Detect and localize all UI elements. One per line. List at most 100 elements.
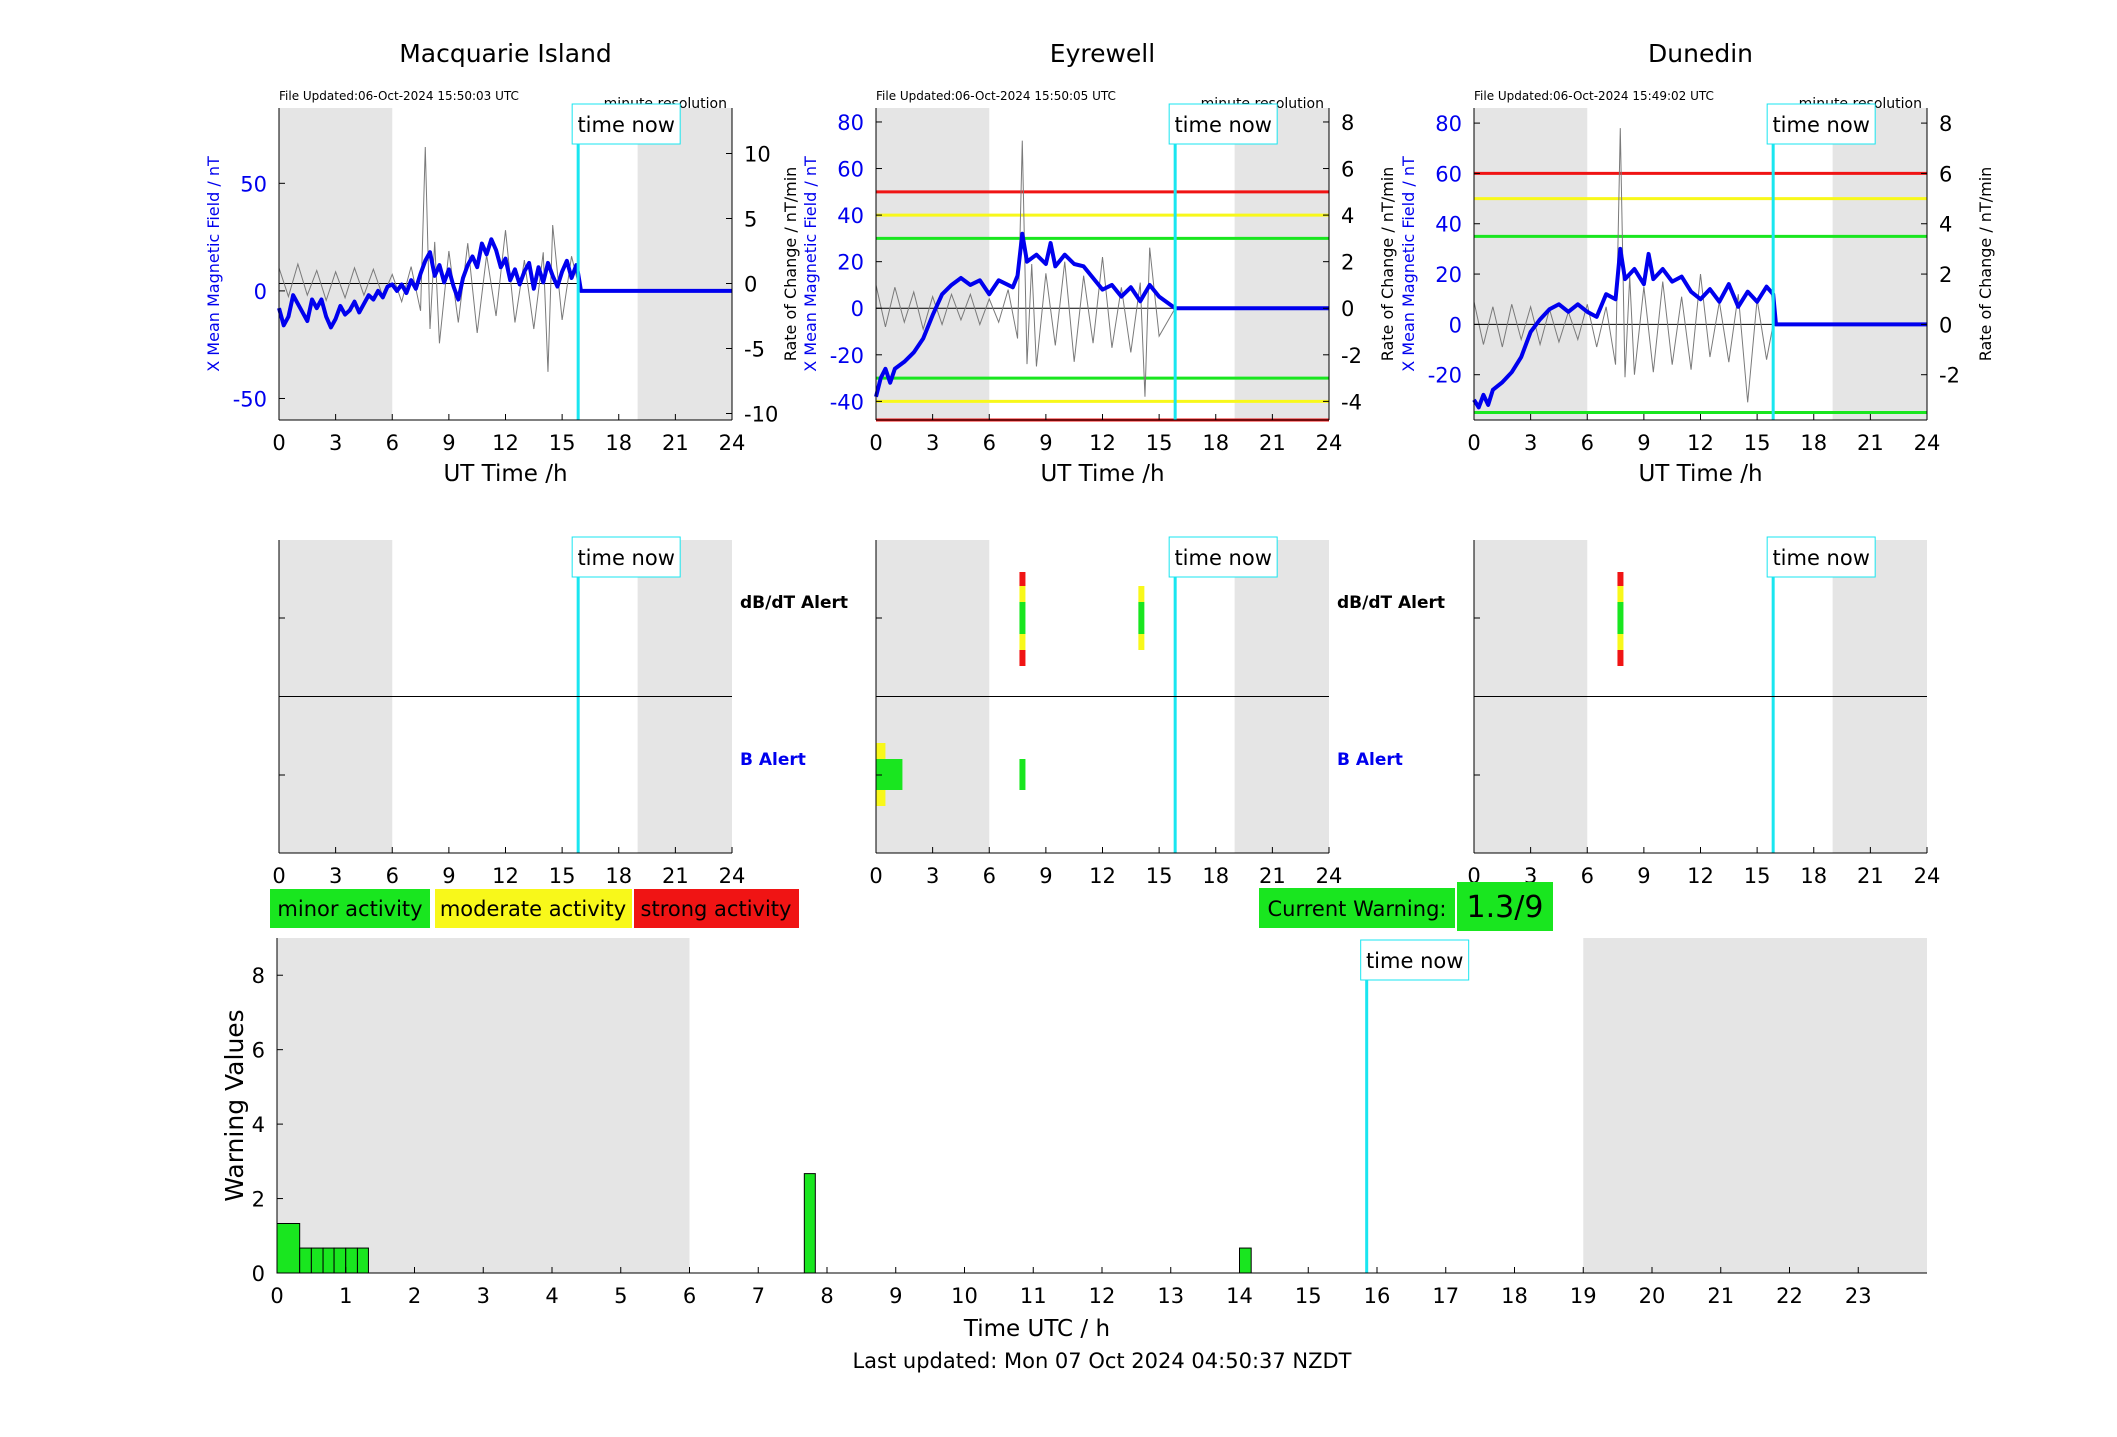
x-tick-label: 3 — [926, 431, 939, 455]
dbdt-alert-segment — [1019, 572, 1026, 586]
night-shade-band — [1234, 108, 1329, 420]
bottom-y-tick-label: 2 — [252, 1188, 265, 1212]
alert-x-tick-label: 9 — [442, 864, 455, 888]
right-y-tick-label: 2 — [1341, 251, 1354, 275]
left-y-tick-label: 0 — [254, 280, 267, 304]
dbdt-alert-segment — [1138, 586, 1145, 602]
time-now-box — [1168, 103, 1278, 145]
left-y-tick-label: -20 — [830, 344, 864, 368]
bottom-x-tick-label: 17 — [1432, 1284, 1459, 1308]
bottom-y-tick-label: 8 — [252, 964, 265, 988]
magnetic-field-series — [277, 237, 732, 330]
bottom-x-tick-label: 14 — [1226, 1284, 1253, 1308]
legend-moderate-swatch — [435, 889, 632, 928]
bottom-x-tick-label: 4 — [545, 1284, 558, 1308]
x-tick-label: 0 — [272, 431, 285, 455]
warning-value-bar — [803, 1173, 816, 1274]
bottom-x-tick-label: 12 — [1089, 1284, 1116, 1308]
station-title: Eyrewell — [1050, 39, 1155, 68]
warning-value-bar — [345, 1247, 358, 1274]
bottom-x-tick-label: 2 — [408, 1284, 421, 1308]
magnetic-field-series — [1472, 246, 1927, 410]
bottom-y-axis-label: Warning Values — [220, 1009, 249, 1201]
x-tick-label: 12 — [492, 431, 519, 455]
x-tick-label: 21 — [662, 431, 689, 455]
alert-x-tick-label: 0 — [869, 864, 882, 888]
dbdt-alert-segment — [1617, 602, 1624, 634]
bottom-x-tick-label: 20 — [1639, 1284, 1666, 1308]
bottom-y-tick-label: 0 — [252, 1262, 265, 1286]
dbdt-alert-label: dB/dT Alert — [1337, 593, 1445, 613]
x-tick-label: 18 — [1202, 431, 1229, 455]
x-tick-label: 0 — [1467, 431, 1480, 455]
alert-x-tick-label: 18 — [1202, 864, 1229, 888]
bottom-x-tick-label: 16 — [1364, 1284, 1391, 1308]
left-y-tick-label: -40 — [830, 390, 864, 414]
alert-x-tick-label: 0 — [272, 864, 285, 888]
b-alert-minor — [1019, 759, 1026, 790]
alert-time-now-label: time now — [1174, 546, 1271, 570]
left-y-tick-label: 80 — [1435, 112, 1462, 136]
alert-x-tick-label: 15 — [1744, 864, 1771, 888]
time-now-label: time now — [1174, 113, 1271, 137]
station-title: Macquarie Island — [399, 39, 612, 68]
right-y-tick-label: -5 — [744, 338, 765, 362]
bottom-x-tick-label: 8 — [820, 1284, 833, 1308]
x-axis-label: UT Time /h — [1638, 461, 1762, 487]
alert-x-tick-label: 24 — [1914, 864, 1941, 888]
right-y-axis-label: Rate of Change / nT/min — [1378, 167, 1397, 362]
text-layer: Macquarie Island File Updated:06-Oct-2024… — [204, 39, 1995, 1373]
data-layer — [276, 128, 1927, 1274]
dbdt-alert-segment — [1019, 650, 1026, 666]
time-now-label: time now — [577, 113, 674, 137]
x-tick-label: 24 — [719, 431, 746, 455]
left-y-tick-label: 20 — [837, 251, 864, 275]
left-y-tick-label: 50 — [240, 172, 267, 196]
left-y-axis-label: X Mean Magnetic Field / nT — [204, 156, 223, 372]
file-updated-text: File Updated:06-Oct-2024 15:50:03 UTC — [279, 89, 519, 103]
warning-value-bar — [322, 1247, 335, 1274]
x-tick-label: 18 — [605, 431, 632, 455]
x-tick-label: 15 — [1744, 431, 1771, 455]
time-now-label: time now — [1772, 113, 1869, 137]
alert-x-tick-label: 21 — [1259, 864, 1286, 888]
alert-time-now-box — [1766, 536, 1876, 578]
right-y-tick-label: 0 — [1939, 313, 1952, 337]
legend-strong-label: strong activity — [641, 897, 792, 921]
current-warning-label-box — [1259, 888, 1455, 928]
night-shade-band — [1474, 108, 1588, 420]
current-warning-value-box — [1457, 882, 1553, 931]
b-alert-label: B Alert — [1337, 750, 1403, 770]
left-y-tick-label: 80 — [837, 111, 864, 135]
alert-x-tick-label: 3 — [926, 864, 939, 888]
current-warning-value: 1.3/9 — [1467, 890, 1544, 925]
left-y-tick-label: 40 — [1435, 213, 1462, 237]
x-tick-label: 21 — [1857, 431, 1884, 455]
x-tick-label: 9 — [1637, 431, 1650, 455]
right-y-tick-label: -10 — [744, 403, 778, 427]
night-shade-band — [1832, 108, 1927, 420]
right-y-tick-label: -2 — [1341, 344, 1362, 368]
rate-of-change-series — [875, 140, 1176, 397]
warning-value-bar — [1239, 1247, 1252, 1274]
x-tick-label: 3 — [329, 431, 342, 455]
dbdt-alert-segment — [1617, 650, 1624, 666]
dbdt-alert-segment — [1019, 634, 1026, 650]
dbdt-alert-segment — [1617, 572, 1624, 586]
bottom-x-tick-label: 21 — [1707, 1284, 1734, 1308]
right-y-tick-label: -4 — [1341, 390, 1362, 414]
bottom-x-tick-label: 1 — [339, 1284, 352, 1308]
left-y-tick-label: 60 — [837, 158, 864, 182]
right-y-tick-label: -2 — [1939, 364, 1960, 388]
warning-value-bar — [356, 1247, 369, 1274]
dbdt-alert-segment — [1138, 602, 1145, 634]
bottom-x-tick-label: 22 — [1776, 1284, 1803, 1308]
x-tick-label: 6 — [386, 431, 399, 455]
bottom-y-tick-label: 6 — [252, 1039, 265, 1063]
right-y-tick-label: 5 — [744, 208, 757, 232]
bottom-night-shade-band — [277, 938, 690, 1273]
bottom-x-tick-label: 18 — [1501, 1284, 1528, 1308]
left-y-tick-label: 60 — [1435, 162, 1462, 186]
